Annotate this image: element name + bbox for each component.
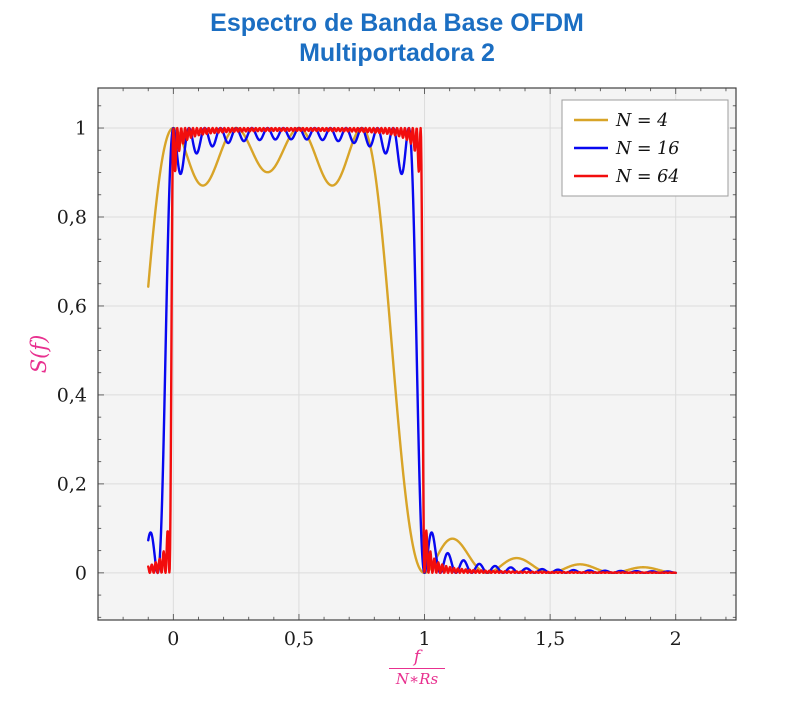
y-tick-label: 1 [75,118,87,140]
x-axis-label-numerator: f [413,647,421,667]
legend-entry-label: N = 64 [615,167,679,187]
chart-title: Espectro de Banda Base OFDM Multiportado… [0,8,794,68]
y-tick-label: 0 [75,562,87,584]
curve-N=64 [147,126,677,575]
chart-title-line2: Multiportadora 2 [299,39,495,67]
legend-entry-label: N = 4 [615,111,668,131]
x-axis-label: f N∗Rs [372,648,462,688]
chart-title-line1: Espectro de Banda Base OFDM [210,9,584,37]
y-axis-label: S(f) [27,334,51,374]
y-tick-label: 0,6 [57,295,87,317]
x-axis-label-denominator: N∗Rs [395,670,439,689]
x-tick-label: 2 [670,628,682,650]
y-tick-label: 0,8 [57,206,87,228]
y-tick-label: 0,4 [57,384,87,406]
x-tick-label: 1,5 [535,628,565,650]
x-tick-label: 0,5 [284,628,314,650]
x-tick-label: 0 [167,628,179,650]
legend: N = 4 N = 16 N = 64 [561,99,729,197]
fraction-bar [389,667,445,670]
plot-frame [97,87,737,621]
tick-labels: 0 0,5 1 1,5 2 0 0,2 0,4 0,6 0,8 1 [57,118,682,650]
legend-entry-label: N = 16 [615,139,679,159]
y-tick-label: 0,2 [57,473,87,495]
x-tick-label: 1 [418,628,430,650]
spectrum-curves [147,126,677,575]
